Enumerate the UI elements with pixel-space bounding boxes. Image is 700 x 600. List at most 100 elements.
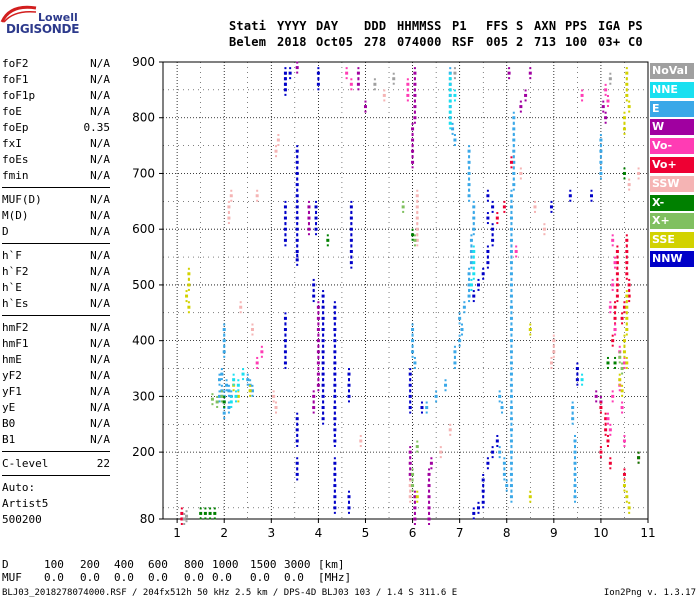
echo-mark [623, 468, 626, 471]
echo-mark [333, 412, 336, 415]
header-value: 278 [364, 35, 387, 49]
echo-mark [409, 479, 412, 482]
echo-mark [510, 434, 513, 437]
param-value: N/A [90, 321, 110, 334]
echo-mark [326, 234, 329, 237]
echo-mark [622, 472, 626, 476]
echo-mark [620, 389, 624, 393]
echo-mark [187, 278, 190, 281]
echo-mark [512, 188, 515, 191]
param-name: h`F [2, 249, 22, 262]
echo-mark [227, 384, 230, 387]
echo-mark [614, 311, 617, 314]
param-row: yF1 N/A [2, 385, 110, 399]
echo-mark [606, 105, 609, 108]
echo-mark [364, 110, 367, 113]
echo-mark [637, 171, 641, 175]
echo-mark [333, 444, 336, 447]
echo-mark [491, 450, 495, 454]
echo-mark [307, 227, 311, 231]
echo-mark [512, 132, 515, 135]
echo-mark [468, 277, 471, 280]
legend-item-nne: NNE [650, 81, 694, 98]
header-label: DDD [364, 19, 387, 33]
autoscale-text: 500200 [2, 513, 42, 526]
echo-mark [413, 234, 416, 237]
echo-mark [625, 267, 628, 270]
distance-value: 200 [80, 558, 100, 571]
echo-mark [284, 323, 287, 326]
echo-mark [216, 405, 219, 408]
echo-mark [599, 450, 603, 454]
echo-mark [187, 277, 190, 280]
echo-mark [413, 116, 417, 120]
echo-mark [472, 256, 475, 259]
param-row: MUF(D) N/A [2, 193, 110, 207]
echo-mark [472, 245, 475, 248]
echo-mark [625, 323, 628, 326]
header-label: FFS [486, 19, 509, 33]
echo-mark [509, 316, 513, 320]
echo-mark [628, 110, 631, 113]
echo-mark [486, 457, 489, 460]
echo-mark [314, 205, 318, 209]
echo-mark [622, 116, 626, 120]
echo-mark [295, 238, 299, 242]
echo-mark [628, 511, 631, 514]
echo-mark [296, 423, 299, 426]
header-label: PPS [565, 19, 588, 33]
echo-mark [524, 89, 527, 92]
echo-mark [296, 434, 299, 437]
header-label: AXN [534, 19, 557, 33]
echo-mark [621, 411, 624, 414]
echo-mark [312, 278, 315, 281]
version-label: Ion2Png v. 1.3.17 [603, 588, 696, 598]
echo-mark [333, 390, 336, 393]
param-name: foF1p [2, 89, 36, 102]
plot-frame [162, 61, 649, 520]
echo-mark [345, 77, 348, 80]
echo-mark [401, 205, 405, 209]
echo-mark [621, 384, 624, 387]
echo-mark [510, 311, 513, 314]
x-tick-label: 1 [173, 526, 181, 540]
echo-mark [550, 366, 553, 369]
echo-mark [604, 412, 607, 415]
echo-mark [602, 110, 605, 113]
echo-mark [296, 177, 299, 180]
echo-mark [428, 489, 431, 492]
param-value: N/A [90, 417, 110, 430]
y-tick-label: 500 [132, 278, 155, 292]
echo-mark [322, 300, 325, 303]
echo-mark [307, 222, 310, 225]
echo-mark [512, 178, 515, 181]
echo-mark [296, 444, 299, 447]
echo-mark [623, 344, 626, 347]
echo-mark [227, 205, 231, 209]
echo-mark [333, 361, 337, 365]
echo-mark [284, 222, 287, 225]
echo-mark [317, 78, 320, 81]
echo-mark [180, 507, 183, 510]
echo-mark [550, 356, 553, 359]
echo-mark [576, 372, 579, 375]
echo-mark [574, 468, 577, 471]
echo-mark [514, 249, 518, 253]
echo-mark [618, 373, 621, 376]
echo-mark [627, 294, 631, 298]
echo-mark [574, 467, 577, 470]
echo-mark [409, 468, 412, 471]
echo-mark [470, 278, 473, 281]
echo-mark [333, 500, 336, 503]
echo-mark [227, 406, 231, 410]
echo-mark [449, 117, 452, 120]
echo-mark [411, 484, 415, 488]
echo-mark [614, 323, 617, 326]
echo-mark [468, 267, 471, 270]
echo-mark [236, 394, 240, 398]
echo-mark [502, 461, 506, 465]
echo-mark [512, 183, 516, 187]
echo-mark [222, 350, 226, 354]
echo-mark [322, 411, 325, 414]
echo-mark [232, 383, 235, 386]
